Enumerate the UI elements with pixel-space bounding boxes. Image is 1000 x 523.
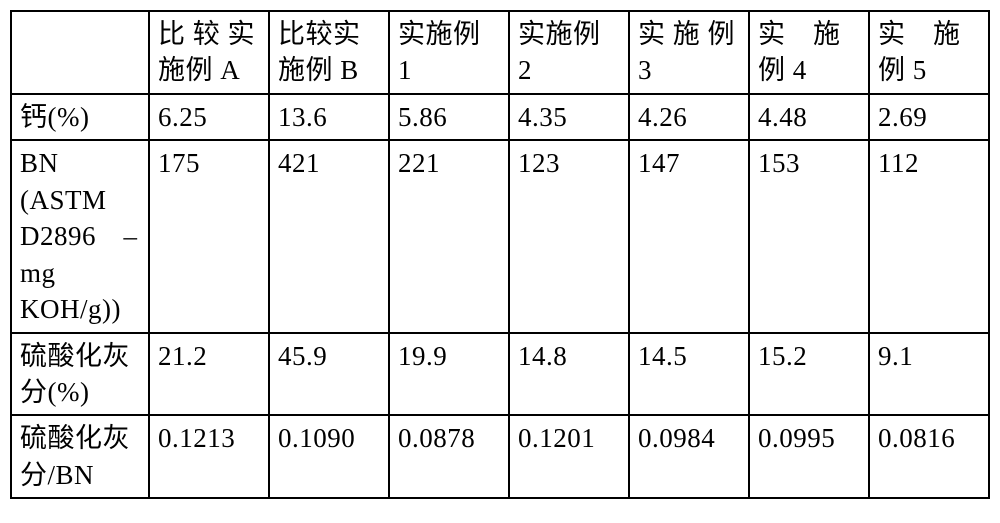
header-cell-blank: [11, 11, 149, 94]
cell: 4.26: [629, 94, 749, 140]
cell: 15.2: [749, 333, 869, 416]
cell: 123: [509, 140, 629, 332]
cell: 0.1213: [149, 415, 269, 498]
cell: 0.1090: [269, 415, 389, 498]
table-container: 比 较 实施例 A 比较实施例 B 实施例1 实施例2 实 施 例3 实 施例 …: [10, 10, 990, 499]
cell: 21.2: [149, 333, 269, 416]
cell: 5.86: [389, 94, 509, 140]
cell: 9.1: [869, 333, 989, 416]
cell: 0.0878: [389, 415, 509, 498]
table-row: 硫酸化灰分/BN 0.1213 0.1090 0.0878 0.1201 0.0…: [11, 415, 989, 498]
row-label: 硫酸化灰分/BN: [11, 415, 149, 498]
cell: 0.1201: [509, 415, 629, 498]
cell: 19.9: [389, 333, 509, 416]
cell: 0.0816: [869, 415, 989, 498]
cell: 14.5: [629, 333, 749, 416]
header-cell: 实 施例 4: [749, 11, 869, 94]
header-cell: 实 施 例3: [629, 11, 749, 94]
cell: 112: [869, 140, 989, 332]
header-cell: 实施例1: [389, 11, 509, 94]
cell: 147: [629, 140, 749, 332]
cell: 2.69: [869, 94, 989, 140]
table-row: BN(ASTMD2896 –mgKOH/g)) 175 421 221 123 …: [11, 140, 989, 332]
row-label: BN(ASTMD2896 –mgKOH/g)): [11, 140, 149, 332]
table-row: 硫酸化灰分(%) 21.2 45.9 19.9 14.8 14.5 15.2 9…: [11, 333, 989, 416]
cell: 6.25: [149, 94, 269, 140]
row-label: 钙(%): [11, 94, 149, 140]
cell: 0.0984: [629, 415, 749, 498]
cell: 4.35: [509, 94, 629, 140]
table-header-row: 比 较 实施例 A 比较实施例 B 实施例1 实施例2 实 施 例3 实 施例 …: [11, 11, 989, 94]
cell: 45.9: [269, 333, 389, 416]
cell: 4.48: [749, 94, 869, 140]
header-cell: 比 较 实施例 A: [149, 11, 269, 94]
table-row: 钙(%) 6.25 13.6 5.86 4.35 4.26 4.48 2.69: [11, 94, 989, 140]
header-cell: 实 施例 5: [869, 11, 989, 94]
header-cell: 实施例2: [509, 11, 629, 94]
cell: 153: [749, 140, 869, 332]
header-cell: 比较实施例 B: [269, 11, 389, 94]
cell: 221: [389, 140, 509, 332]
cell: 13.6: [269, 94, 389, 140]
cell: 0.0995: [749, 415, 869, 498]
cell: 175: [149, 140, 269, 332]
cell: 421: [269, 140, 389, 332]
row-label: 硫酸化灰分(%): [11, 333, 149, 416]
cell: 14.8: [509, 333, 629, 416]
data-table: 比 较 实施例 A 比较实施例 B 实施例1 实施例2 实 施 例3 实 施例 …: [10, 10, 990, 499]
